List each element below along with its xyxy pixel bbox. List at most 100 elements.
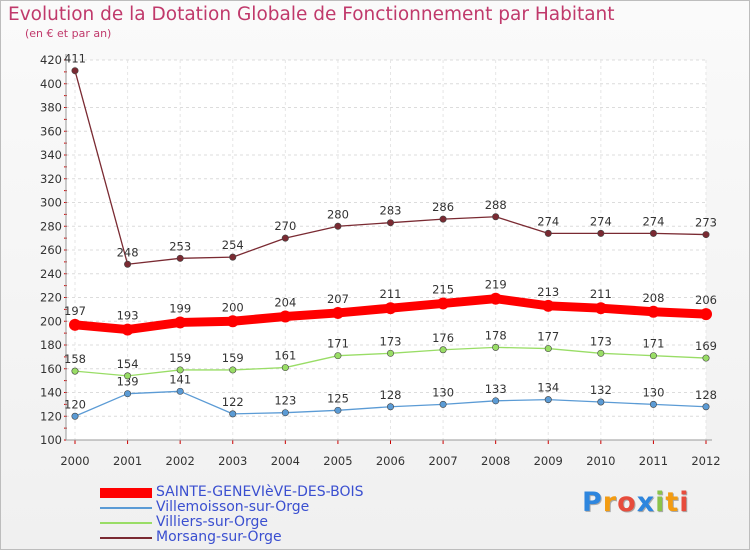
legend-label: Villiers-sur-Orge (156, 514, 269, 530)
data-label: 411 (64, 52, 86, 66)
x-tick-label: 2005 (323, 454, 352, 468)
y-tick-label: 140 (40, 386, 62, 400)
data-label: 274 (590, 214, 612, 228)
data-label: 254 (222, 238, 244, 252)
data-point (702, 354, 710, 362)
data-label: 154 (117, 357, 139, 371)
data-point (386, 219, 394, 227)
data-point (597, 398, 605, 406)
data-label: 206 (695, 293, 717, 307)
data-label: 141 (169, 372, 191, 386)
data-label: 161 (274, 349, 296, 363)
data-point (542, 299, 555, 312)
data-label: 207 (327, 292, 349, 306)
data-point (331, 306, 344, 319)
y-tick-label: 320 (40, 172, 62, 186)
data-point (384, 302, 397, 315)
data-label: 125 (327, 391, 349, 405)
data-point (334, 352, 342, 360)
data-point (437, 297, 450, 310)
data-point (439, 346, 447, 354)
data-point (492, 397, 500, 405)
data-label: 159 (222, 351, 244, 365)
data-label: 248 (117, 245, 139, 259)
data-label: 132 (590, 383, 612, 397)
data-label: 280 (327, 207, 349, 221)
data-point (489, 292, 502, 305)
x-tick-label: 2004 (271, 454, 300, 468)
y-tick-label: 180 (40, 338, 62, 352)
data-point (334, 406, 342, 414)
y-tick-label: 200 (40, 314, 62, 328)
data-label: 130 (432, 385, 454, 399)
data-label: 288 (485, 198, 507, 212)
data-point (597, 349, 605, 357)
data-label: 204 (274, 296, 296, 310)
data-point (281, 364, 289, 372)
data-point (229, 410, 237, 418)
data-point (597, 229, 605, 237)
legend-label: Morsang-sur-Orge (156, 529, 282, 545)
legend-swatch (100, 536, 152, 539)
data-point (386, 349, 394, 357)
data-label: 169 (695, 339, 717, 353)
legend-label: SAINTE-GENEVIèVE-DES-BOIS (156, 484, 364, 500)
data-point (334, 222, 342, 230)
data-point (649, 400, 657, 408)
data-label: 178 (485, 328, 507, 342)
data-label: 171 (327, 337, 349, 351)
y-tick-label: 160 (40, 362, 62, 376)
data-point (544, 229, 552, 237)
data-point (124, 390, 132, 398)
data-point (492, 213, 500, 221)
data-label: 283 (380, 204, 402, 218)
data-point (71, 67, 79, 75)
data-point (439, 400, 447, 408)
data-point (702, 403, 710, 411)
data-label: 219 (485, 278, 507, 292)
y-tick-label: 340 (40, 148, 62, 162)
data-label: 158 (64, 352, 86, 366)
data-point (121, 323, 134, 336)
data-label: 197 (64, 304, 86, 318)
data-label: 171 (642, 337, 664, 351)
y-tick-label: 420 (40, 53, 62, 67)
x-tick-label: 2011 (639, 454, 668, 468)
data-label: 134 (537, 381, 559, 395)
proxiti-logo: Proxiti (582, 487, 690, 518)
x-tick-label: 2009 (534, 454, 563, 468)
data-point (279, 310, 292, 323)
data-point (649, 229, 657, 237)
data-label: 123 (274, 394, 296, 408)
data-point (71, 412, 79, 420)
x-tick-label: 2002 (166, 454, 195, 468)
y-tick-label: 380 (40, 101, 62, 115)
data-point (544, 345, 552, 353)
data-point (702, 231, 710, 239)
y-tick-label: 240 (40, 267, 62, 281)
y-tick-label: 120 (40, 409, 62, 423)
legend-label: Villemoisson-sur-Orge (156, 499, 310, 515)
data-label: 211 (590, 287, 612, 301)
data-label: 128 (695, 388, 717, 402)
data-label: 274 (537, 214, 559, 228)
data-label: 273 (695, 216, 717, 230)
data-point (700, 308, 712, 321)
x-tick-label: 2000 (60, 454, 89, 468)
data-label: 176 (432, 331, 454, 345)
y-tick-label: 360 (40, 124, 62, 138)
data-point (649, 352, 657, 360)
data-label: 120 (64, 397, 86, 411)
data-point (386, 403, 394, 411)
data-label: 193 (117, 309, 139, 323)
y-tick-label: 300 (40, 196, 62, 210)
data-point (176, 387, 184, 395)
x-tick-label: 2003 (218, 454, 247, 468)
y-tick-label: 100 (40, 433, 62, 447)
data-point (229, 253, 237, 261)
data-label: 177 (537, 330, 559, 344)
data-label: 133 (485, 382, 507, 396)
legend-swatch (100, 506, 152, 509)
data-point (594, 302, 607, 315)
x-tick-label: 2006 (376, 454, 405, 468)
